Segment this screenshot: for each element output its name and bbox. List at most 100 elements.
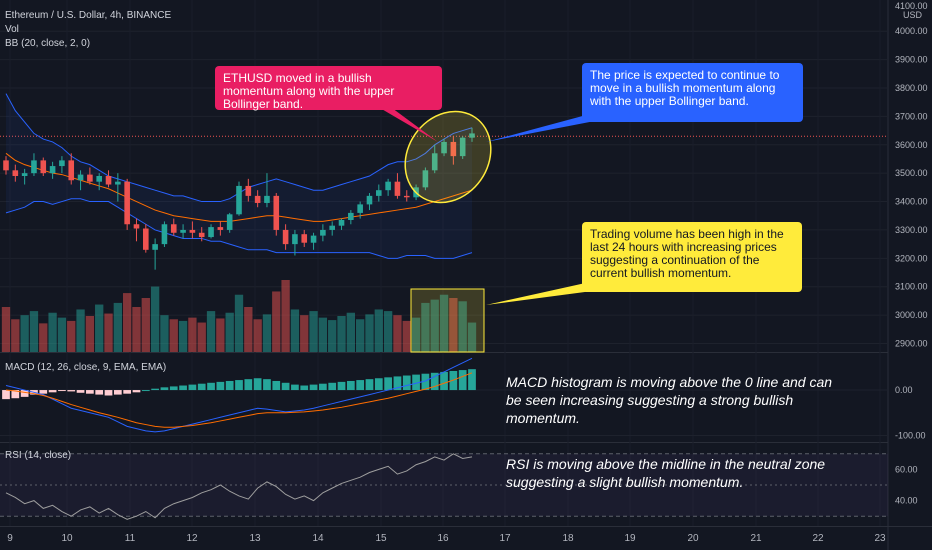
macd-histogram-bar bbox=[421, 373, 430, 391]
candle-body bbox=[152, 244, 158, 250]
candle-body bbox=[12, 170, 19, 176]
bollinger-basis-line bbox=[5, 152, 473, 222]
volume-bar bbox=[290, 309, 300, 352]
volume-bar bbox=[225, 312, 234, 352]
volume-bar bbox=[244, 307, 253, 352]
time-tick-label: 20 bbox=[687, 533, 699, 544]
volume-bar bbox=[356, 319, 365, 352]
time-tick-label: 22 bbox=[812, 533, 824, 544]
annotation-red: ETHUSD moved in a bullish momentum along… bbox=[215, 66, 442, 111]
candle-body bbox=[292, 234, 298, 245]
volume-bar bbox=[67, 320, 76, 352]
macd-histogram-bar bbox=[151, 388, 159, 391]
macd-histogram-bar bbox=[281, 382, 290, 391]
volume-bar bbox=[318, 317, 328, 352]
price-tick-label: 3700.00 bbox=[895, 111, 928, 121]
volume-bar bbox=[402, 320, 411, 352]
candle-body bbox=[198, 232, 205, 238]
candle-body bbox=[459, 137, 466, 157]
macd-histogram-bar bbox=[300, 385, 309, 391]
rsi-label: RSI (14, close) bbox=[5, 450, 72, 461]
volume-bar bbox=[95, 304, 104, 352]
macd-histogram-bar bbox=[458, 370, 467, 391]
time-tick-label: 18 bbox=[562, 533, 574, 544]
annotation-yellow: Trading volume has been high in the last… bbox=[582, 222, 802, 292]
volume-bar bbox=[141, 298, 150, 352]
price-tick-label: 3200.00 bbox=[895, 253, 928, 263]
macd-line bbox=[5, 357, 473, 433]
volume-bar bbox=[132, 307, 141, 352]
candle-body bbox=[282, 229, 289, 245]
macd-histogram-bar bbox=[113, 390, 122, 395]
candle-body bbox=[170, 224, 177, 233]
candle-body bbox=[180, 229, 186, 233]
price-tick-label: 3500.00 bbox=[895, 168, 928, 178]
price-tick-label: 3300.00 bbox=[895, 225, 928, 235]
macd-histogram-bar bbox=[309, 384, 318, 391]
time-tick-label: 9 bbox=[7, 533, 13, 544]
macd-histogram-bar bbox=[346, 380, 355, 391]
candle-body bbox=[338, 220, 345, 226]
macd-histogram-bar bbox=[104, 390, 113, 396]
volume-bar bbox=[169, 319, 178, 352]
volume-bar bbox=[365, 314, 374, 352]
macd-histogram-bar bbox=[235, 380, 243, 391]
time-tick-label: 13 bbox=[249, 533, 261, 544]
time-tick-label: 19 bbox=[624, 533, 636, 544]
macd-histogram-bar bbox=[225, 380, 234, 391]
macd-histogram-bar bbox=[141, 390, 150, 392]
volume-bar bbox=[20, 315, 29, 352]
volume-bar bbox=[113, 302, 122, 352]
candle-body bbox=[403, 195, 410, 198]
macd-signal-line bbox=[5, 372, 473, 428]
volume-bar bbox=[467, 322, 477, 352]
macd-histogram-bar bbox=[48, 390, 57, 393]
macd-histogram-bar bbox=[179, 385, 187, 391]
candle-body bbox=[87, 174, 93, 182]
macd-tick-label: 0.00 bbox=[895, 385, 913, 395]
red-callout-pointer bbox=[380, 108, 438, 142]
rsi-tick-label: 60.00 bbox=[895, 464, 918, 474]
candle-body bbox=[357, 204, 363, 213]
volume-bar bbox=[421, 302, 430, 352]
macd-histogram-bar bbox=[160, 387, 169, 391]
volume-bar bbox=[29, 311, 39, 352]
macd-histogram-bar bbox=[440, 371, 448, 391]
candle-body bbox=[208, 227, 214, 238]
volume-bar bbox=[104, 313, 113, 352]
macd-histogram-bar bbox=[216, 381, 225, 391]
candle-body bbox=[441, 141, 447, 154]
macd-histogram-bar bbox=[2, 390, 10, 400]
candle-body bbox=[320, 229, 326, 236]
candle-body bbox=[31, 160, 37, 174]
candle-body bbox=[245, 185, 252, 196]
candle-body bbox=[133, 224, 140, 229]
candle-body bbox=[21, 173, 28, 176]
candle-body bbox=[385, 181, 391, 191]
volume-bar bbox=[439, 294, 449, 352]
price-axis-unit: USD bbox=[903, 10, 923, 20]
price-tick-label: 4000.00 bbox=[895, 26, 928, 36]
macd-histogram-bar bbox=[319, 383, 327, 391]
macd-label: MACD (12, 26, close, 9, EMA, EMA) bbox=[5, 362, 167, 373]
price-axis-top-value: 4100.00 bbox=[895, 1, 928, 11]
time-tick-label: 11 bbox=[125, 533, 136, 544]
macd-histogram-bar bbox=[76, 390, 85, 393]
macd-histogram-bar bbox=[67, 390, 76, 392]
time-tick-label: 15 bbox=[375, 533, 387, 544]
candle-body bbox=[105, 176, 112, 185]
volume-bar bbox=[39, 323, 48, 352]
volume-bar bbox=[188, 317, 197, 352]
macd-histogram-bar bbox=[39, 390, 48, 394]
annotation-blue: The price is expected to continue to mov… bbox=[582, 63, 803, 122]
candle-body bbox=[226, 214, 233, 230]
candle-body bbox=[301, 234, 308, 243]
macd-histogram-bar bbox=[412, 374, 420, 391]
candle-body bbox=[59, 160, 65, 167]
volume-bar bbox=[85, 316, 95, 352]
macd-histogram-bar bbox=[244, 379, 253, 391]
volume-bar bbox=[11, 319, 20, 352]
candle-body bbox=[49, 166, 56, 174]
